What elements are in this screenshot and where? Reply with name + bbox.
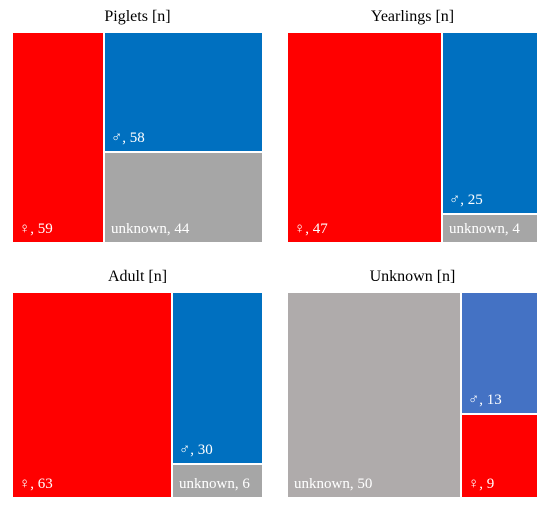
- treemap-tile: ♂, 58: [104, 32, 263, 152]
- chart-title: Adult [n]: [107, 268, 168, 285]
- treemap-tile: ♀, 59: [12, 32, 104, 243]
- treemap-tile: unknown, 50: [287, 292, 461, 498]
- treemap-panel: unknown, 50 ♂, 13 ♀, 9: [287, 292, 538, 498]
- tile-label: unknown, 44: [111, 221, 190, 237]
- treemap-tile: ♀, 63: [12, 292, 172, 498]
- treemap-tile: ♀, 47: [287, 32, 442, 243]
- treemap-tile: ♀, 9: [461, 414, 538, 498]
- tile-label: ♀, 59: [19, 221, 53, 237]
- tile-label: ♀, 63: [19, 476, 53, 492]
- tile-label: ♂, 13: [468, 392, 502, 408]
- treemap-tile: unknown, 44: [104, 152, 263, 243]
- chart-title: Piglets [n]: [104, 8, 171, 25]
- treemap-tile: ♂, 25: [442, 32, 538, 214]
- chart-title: Unknown [n]: [369, 268, 456, 285]
- treemap-panel: ♀, 59 ♂, 58 unknown, 44: [12, 32, 263, 243]
- tile-label: ♂, 30: [179, 442, 213, 458]
- chart-title: Yearlings [n]: [370, 8, 455, 25]
- tile-label: ♀, 9: [468, 476, 495, 492]
- tile-label: ♂, 58: [111, 130, 145, 146]
- treemap-tile: unknown, 6: [172, 464, 263, 498]
- treemap-panel: ♀, 47 ♂, 25 unknown, 4: [287, 32, 538, 243]
- tile-label: unknown, 4: [449, 221, 520, 237]
- treemap-tile: ♂, 13: [461, 292, 538, 414]
- tile-label: unknown, 50: [294, 476, 373, 492]
- tile-label: ♂, 25: [449, 192, 483, 208]
- treemap-panel: ♀, 63 ♂, 30 unknown, 6: [12, 292, 263, 498]
- tile-label: ♀, 47: [294, 221, 328, 237]
- tile-label: unknown, 6: [179, 476, 250, 492]
- treemap-tile: unknown, 4: [442, 214, 538, 243]
- treemap-tile: ♂, 30: [172, 292, 263, 464]
